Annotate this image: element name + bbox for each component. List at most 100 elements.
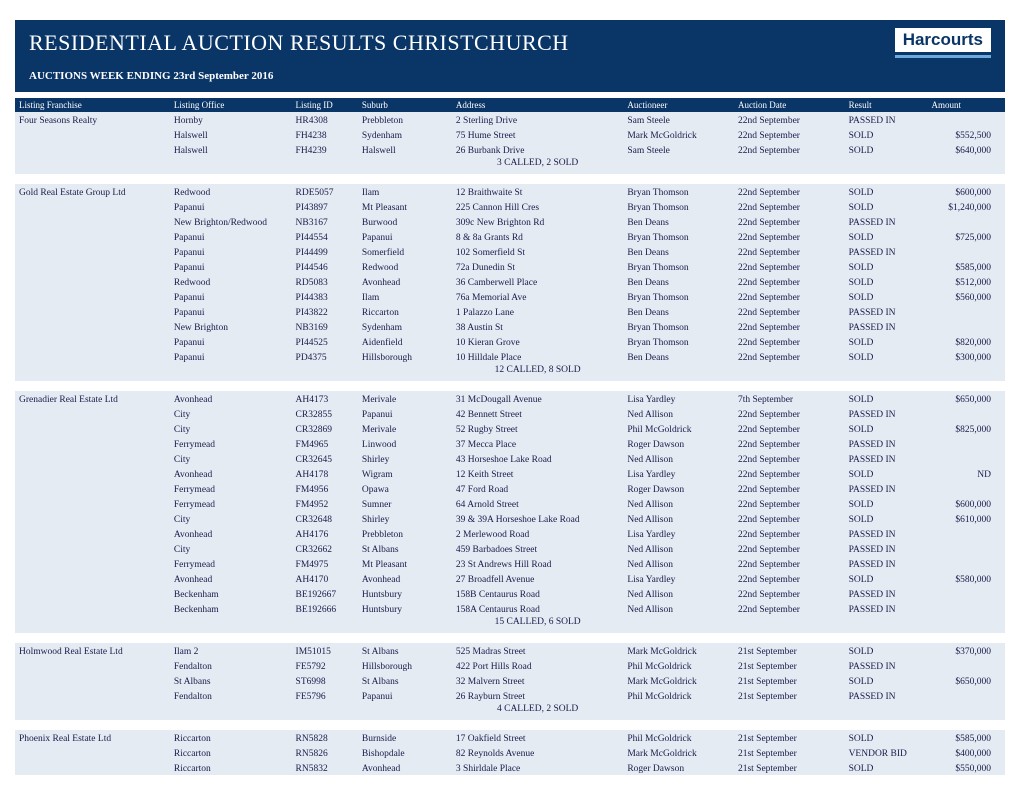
cell-amount: $725,000: [928, 229, 1005, 244]
summary-pad: [15, 157, 170, 174]
cell-address: 36 Camberwell Place: [452, 274, 623, 289]
cell-amount: [928, 112, 1005, 127]
cell-amount: [928, 451, 1005, 466]
cell-office: City: [170, 511, 292, 526]
table-row: CityCR32855Papanui42 Bennett StreetNed A…: [15, 406, 1005, 421]
table-header-row: Listing FranchiseListing OfficeListing I…: [15, 98, 1005, 112]
cell-auctioneer: Bryan Thomson: [623, 289, 734, 304]
cell-address: 52 Rugby Street: [452, 421, 623, 436]
cell-office: Papanui: [170, 349, 292, 364]
cell-suburb: Ilam: [358, 289, 452, 304]
cell-result: PASSED IN: [845, 319, 928, 334]
cell-address: 72a Dunedin St: [452, 259, 623, 274]
summary-pad: [170, 157, 292, 174]
cell-date: 22nd September: [734, 214, 845, 229]
cell-date: 21st September: [734, 730, 845, 745]
column-header: Address: [452, 98, 623, 112]
spacer: [15, 381, 1005, 391]
column-header: Listing Franchise: [15, 98, 170, 112]
table-row: PapanuiPI44546Redwood72a Dunedin StBryan…: [15, 259, 1005, 274]
cell-office: Papanui: [170, 289, 292, 304]
cell-office: Riccarton: [170, 730, 292, 745]
cell-amount: $400,000: [928, 745, 1005, 760]
cell-date: 22nd September: [734, 451, 845, 466]
cell-office: Papanui: [170, 199, 292, 214]
summary-pad: [845, 703, 928, 720]
cell-suburb: Papanui: [358, 406, 452, 421]
table-row: FerrymeadFM4956Opawa47 Ford RoadRoger Da…: [15, 481, 1005, 496]
cell-result: SOLD: [845, 571, 928, 586]
cell-auctioneer: Lisa Yardley: [623, 391, 734, 406]
cell-date: 22nd September: [734, 511, 845, 526]
cell-office: Papanui: [170, 334, 292, 349]
cell-date: 22nd September: [734, 304, 845, 319]
table-row: Four Seasons RealtyHornbyHR4308Prebbleto…: [15, 112, 1005, 127]
cell-suburb: Shirley: [358, 511, 452, 526]
cell-amount: [928, 244, 1005, 259]
cell-amount: [928, 304, 1005, 319]
cell-id: CR32855: [292, 406, 358, 421]
spacer: [15, 633, 1005, 643]
cell-address: 42 Bennett Street: [452, 406, 623, 421]
cell-suburb: St Albans: [358, 643, 452, 658]
cell-office: Ferrymead: [170, 481, 292, 496]
cell-result: SOLD: [845, 274, 928, 289]
cell-office: City: [170, 421, 292, 436]
cell-result: SOLD: [845, 643, 928, 658]
summary-pad: [15, 703, 170, 720]
cell-auctioneer: Sam Steele: [623, 142, 734, 157]
cell-franchise: [15, 319, 170, 334]
cell-result: SOLD: [845, 127, 928, 142]
cell-auctioneer: Phil McGoldrick: [623, 730, 734, 745]
cell-auctioneer: Ben Deans: [623, 304, 734, 319]
cell-franchise: [15, 586, 170, 601]
cell-id: FH4238: [292, 127, 358, 142]
cell-id: IM51015: [292, 643, 358, 658]
summary-text: 3 CALLED, 2 SOLD: [452, 157, 623, 174]
spacer-row: [15, 633, 1005, 643]
cell-result: SOLD: [845, 391, 928, 406]
cell-id: NB3169: [292, 319, 358, 334]
cell-id: AH4170: [292, 571, 358, 586]
cell-id: FM4965: [292, 436, 358, 451]
cell-id: FM4956: [292, 481, 358, 496]
cell-suburb: Somerfield: [358, 244, 452, 259]
cell-address: 38 Austin St: [452, 319, 623, 334]
spacer-row: [15, 174, 1005, 184]
cell-amount: $580,000: [928, 571, 1005, 586]
table-row: FerrymeadFM4965Linwood37 Mecca PlaceRoge…: [15, 436, 1005, 451]
cell-date: 22nd September: [734, 199, 845, 214]
cell-amount: [928, 688, 1005, 703]
cell-office: St Albans: [170, 673, 292, 688]
cell-id: CR32869: [292, 421, 358, 436]
cell-amount: [928, 556, 1005, 571]
cell-address: 158B Centaurus Road: [452, 586, 623, 601]
cell-result: PASSED IN: [845, 688, 928, 703]
cell-suburb: Avonhead: [358, 274, 452, 289]
cell-suburb: Papanui: [358, 229, 452, 244]
cell-auctioneer: Roger Dawson: [623, 436, 734, 451]
cell-suburb: Aidenfield: [358, 334, 452, 349]
cell-auctioneer: Phil McGoldrick: [623, 658, 734, 673]
column-header: Listing Office: [170, 98, 292, 112]
cell-address: 10 Kieran Grove: [452, 334, 623, 349]
column-header: Suburb: [358, 98, 452, 112]
summary-pad: [928, 616, 1005, 633]
cell-auctioneer: Bryan Thomson: [623, 334, 734, 349]
cell-result: PASSED IN: [845, 244, 928, 259]
cell-suburb: Opawa: [358, 481, 452, 496]
cell-amount: $825,000: [928, 421, 1005, 436]
cell-address: 422 Port Hills Road: [452, 658, 623, 673]
cell-address: 525 Madras Street: [452, 643, 623, 658]
cell-auctioneer: Ned Allison: [623, 451, 734, 466]
table-row: RiccartonRN5832Avonhead3 Shirldale Place…: [15, 760, 1005, 775]
cell-date: 22nd September: [734, 142, 845, 157]
cell-suburb: St Albans: [358, 673, 452, 688]
cell-franchise: [15, 304, 170, 319]
cell-date: 22nd September: [734, 274, 845, 289]
summary-pad: [15, 616, 170, 633]
spacer: [15, 720, 1005, 730]
cell-suburb: Wigram: [358, 466, 452, 481]
cell-suburb: Linwood: [358, 436, 452, 451]
cell-suburb: Bishopdale: [358, 745, 452, 760]
